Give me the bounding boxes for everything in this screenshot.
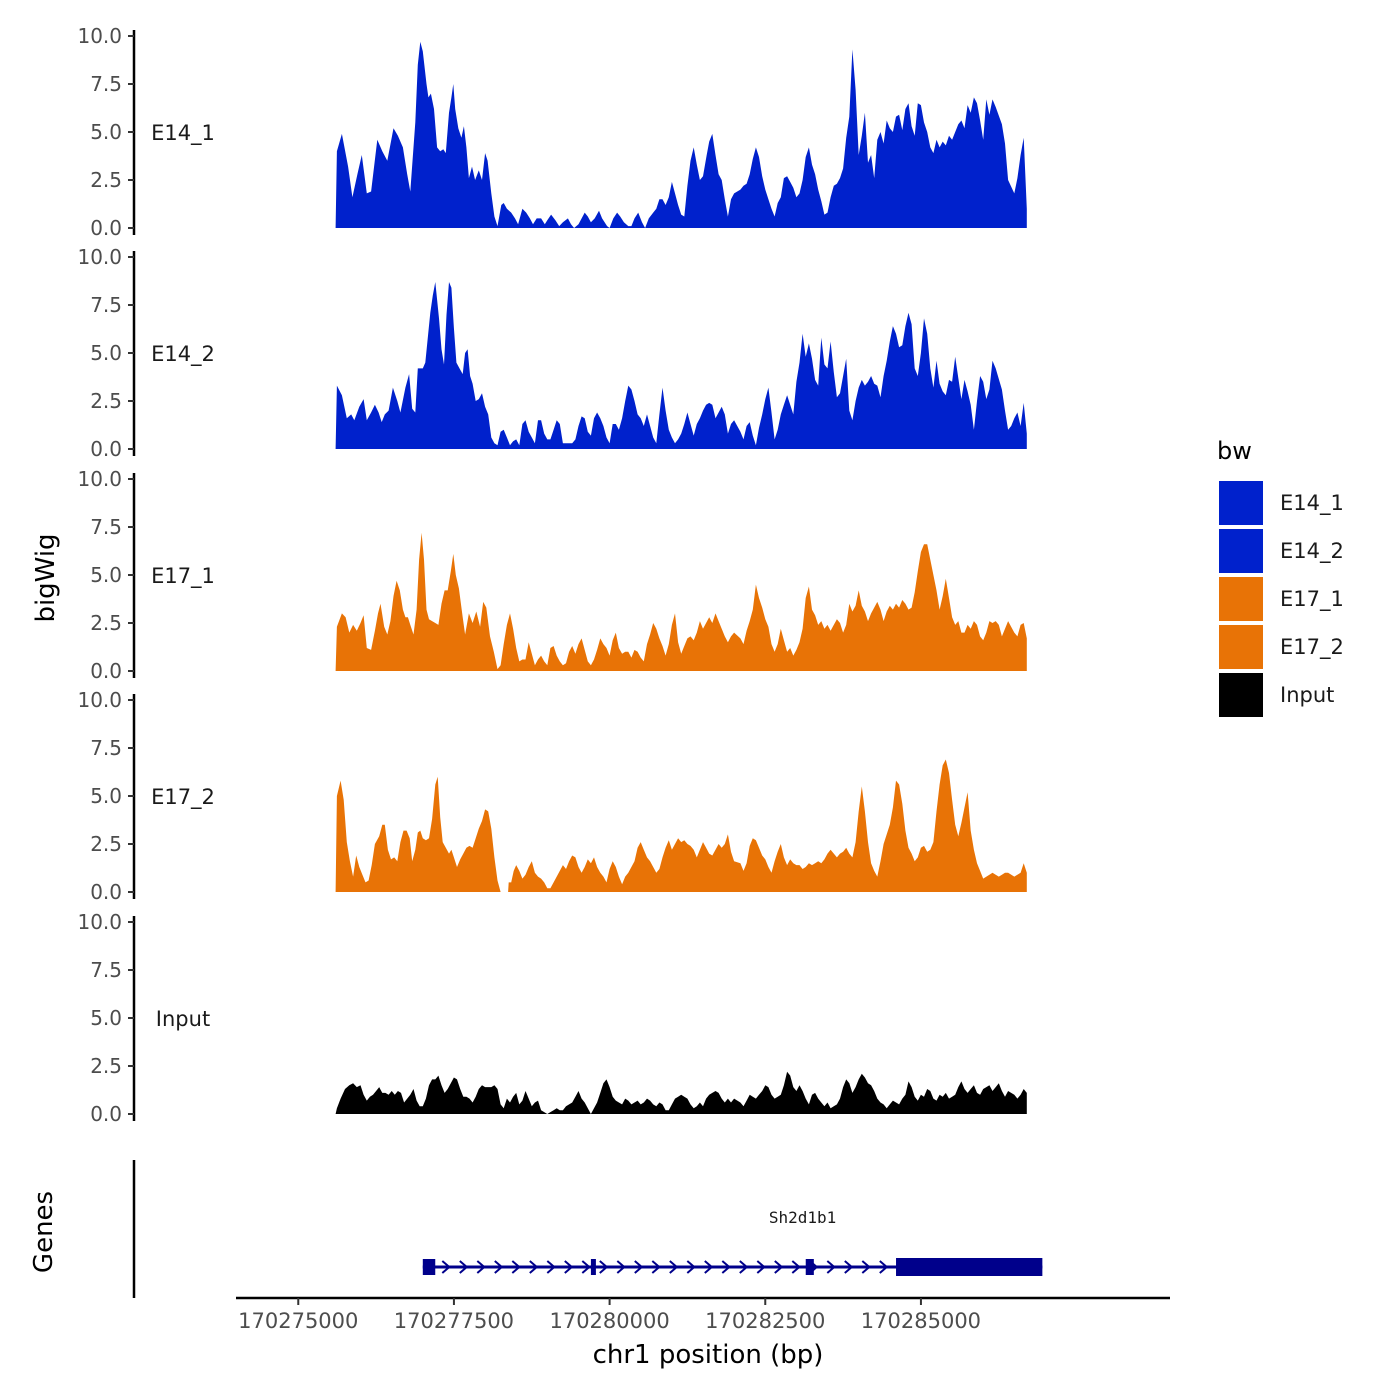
strand-arrow bbox=[564, 1260, 574, 1274]
genes-track: Sh2d1b1 bbox=[132, 1160, 1043, 1298]
strand-arrow bbox=[686, 1260, 696, 1274]
y-tick-label: 7.5 bbox=[90, 736, 122, 760]
y-tick-label: 10.0 bbox=[77, 24, 122, 48]
y-tick-label: 5.0 bbox=[90, 784, 122, 808]
strand-arrow bbox=[826, 1260, 836, 1274]
y-tick-label: 10.0 bbox=[77, 910, 122, 934]
coverage-area-e14-1 bbox=[335, 41, 1027, 228]
panel-e14-1: 0.0 2.5 5.0 7.5 10.0 E14_1 bbox=[77, 24, 1027, 240]
legend-swatch bbox=[1217, 575, 1265, 623]
strand-arrow bbox=[861, 1260, 871, 1274]
strand-arrow bbox=[599, 1260, 609, 1274]
legend-label: Input bbox=[1280, 683, 1334, 707]
gene-name: Sh2d1b1 bbox=[769, 1208, 836, 1227]
strand-arrow bbox=[581, 1260, 591, 1274]
y-tick-label: 10.0 bbox=[77, 245, 122, 269]
strand-arrow bbox=[511, 1260, 521, 1274]
legend-label: E14_1 bbox=[1280, 491, 1344, 516]
y-tick-label: 2.5 bbox=[90, 611, 122, 635]
x-tick-label: 170280000 bbox=[549, 1309, 669, 1333]
y-tick-label: 2.5 bbox=[90, 389, 122, 413]
x-axis: 170275000 170277500 170280000 170282500 1702… bbox=[236, 1296, 1170, 1333]
legend-swatch bbox=[1217, 479, 1265, 527]
genes-track-title: Genes bbox=[29, 1191, 59, 1273]
coverage-area-input bbox=[335, 1071, 1027, 1114]
panel-e17-2: 0.0 2.5 5.0 7.5 10.0 E17_2 bbox=[77, 688, 1027, 904]
coverage-area-e17-1 bbox=[335, 532, 1027, 671]
legend-title: bw bbox=[1217, 437, 1252, 465]
strand-arrow bbox=[721, 1260, 731, 1274]
y-tick-label: 5.0 bbox=[90, 341, 122, 365]
track-label: Input bbox=[156, 1007, 210, 1031]
panel-e14-2: 0.0 2.5 5.0 7.5 10.0 E14_2 bbox=[77, 245, 1027, 461]
legend: bw E14_1 E14_2 E17_1 E17_2 Input bbox=[1217, 437, 1344, 719]
strand-arrow bbox=[441, 1260, 451, 1274]
legend-swatch bbox=[1217, 623, 1265, 671]
exon bbox=[590, 1259, 596, 1275]
coverage-area-e14-2 bbox=[335, 282, 1027, 449]
y-tick-label: 0.0 bbox=[90, 880, 122, 904]
strand-arrow bbox=[546, 1260, 556, 1274]
strand-arrow bbox=[616, 1260, 626, 1274]
y-tick-label: 0.0 bbox=[90, 216, 122, 240]
strand-arrow bbox=[756, 1260, 766, 1274]
y-tick-label: 5.0 bbox=[90, 563, 122, 587]
coverage-area-e17-2 bbox=[335, 759, 1027, 892]
y-tick-label: 7.5 bbox=[90, 515, 122, 539]
y-tick-label: 7.5 bbox=[90, 293, 122, 317]
legend-swatch bbox=[1217, 527, 1265, 575]
strand-arrow bbox=[739, 1260, 749, 1274]
legend-swatch bbox=[1217, 671, 1265, 719]
strand-arrow bbox=[774, 1260, 784, 1274]
panel-e17-1: 0.0 2.5 5.0 7.5 10.0 E17_1 bbox=[77, 467, 1027, 683]
x-tick-label: 170282500 bbox=[705, 1309, 825, 1333]
strand-arrow bbox=[669, 1260, 679, 1274]
y-tick-label: 2.5 bbox=[90, 1054, 122, 1078]
x-tick-label: 170285000 bbox=[861, 1309, 981, 1333]
y-axis-title: bigWig bbox=[31, 533, 61, 622]
track-label: E14_2 bbox=[151, 342, 215, 367]
strand-arrow bbox=[494, 1260, 504, 1274]
y-tick-label: 0.0 bbox=[90, 437, 122, 461]
strand-arrow bbox=[844, 1260, 854, 1274]
strand-arrow bbox=[634, 1260, 644, 1274]
strand-arrow bbox=[704, 1260, 714, 1274]
y-tick-label: 7.5 bbox=[90, 72, 122, 96]
exon bbox=[896, 1258, 1043, 1276]
y-tick-label: 2.5 bbox=[90, 832, 122, 856]
strand-arrow bbox=[879, 1260, 889, 1274]
exon bbox=[422, 1259, 436, 1275]
panel-input: 0.0 2.5 5.0 7.5 10.0 Input bbox=[77, 910, 1027, 1126]
track-label: E14_1 bbox=[151, 121, 215, 146]
strand-arrow bbox=[791, 1260, 801, 1274]
y-tick-label: 5.0 bbox=[90, 1006, 122, 1030]
strand-arrow bbox=[651, 1260, 661, 1274]
strand-arrow bbox=[476, 1260, 486, 1274]
track-label: E17_2 bbox=[151, 785, 215, 810]
y-tick-label: 0.0 bbox=[90, 659, 122, 683]
y-tick-label: 2.5 bbox=[90, 168, 122, 192]
panels: 0.0 2.5 5.0 7.5 10.0 E14_1 0.0 2.5 5.0 7.5 10.0 E14… bbox=[77, 24, 1027, 1126]
y-tick-label: 10.0 bbox=[77, 467, 122, 491]
strand-arrow bbox=[459, 1260, 469, 1274]
y-tick-label: 5.0 bbox=[90, 120, 122, 144]
y-tick-label: 0.0 bbox=[90, 1102, 122, 1126]
exon bbox=[805, 1259, 814, 1275]
y-tick-label: 7.5 bbox=[90, 958, 122, 982]
x-tick-label: 170275000 bbox=[238, 1309, 358, 1333]
track-label: E17_1 bbox=[151, 564, 215, 589]
legend-label: E17_1 bbox=[1280, 587, 1344, 612]
strand-arrow bbox=[529, 1260, 539, 1274]
legend-label: E17_2 bbox=[1280, 635, 1344, 660]
x-axis-title: chr1 position (bp) bbox=[593, 1340, 824, 1370]
x-tick-label: 170277500 bbox=[394, 1309, 514, 1333]
y-tick-label: 10.0 bbox=[77, 688, 122, 712]
legend-label: E14_2 bbox=[1280, 539, 1344, 564]
